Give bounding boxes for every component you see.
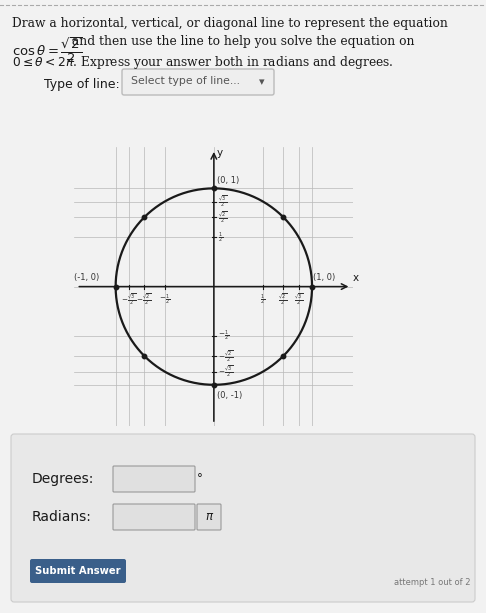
Text: $\frac{\sqrt{2}}{2}$: $\frac{\sqrt{2}}{2}$ bbox=[218, 210, 227, 224]
FancyBboxPatch shape bbox=[197, 504, 221, 530]
Text: Submit Answer: Submit Answer bbox=[35, 566, 121, 576]
FancyBboxPatch shape bbox=[113, 504, 195, 530]
Text: $\frac{\sqrt{2}}{2}$: $\frac{\sqrt{2}}{2}$ bbox=[278, 292, 288, 308]
Text: $-\frac{\sqrt{2}}{2}$: $-\frac{\sqrt{2}}{2}$ bbox=[218, 349, 234, 364]
Text: $-\frac{\sqrt{3}}{2}$: $-\frac{\sqrt{3}}{2}$ bbox=[218, 364, 234, 379]
Text: π: π bbox=[206, 511, 212, 524]
Text: (0, 1): (0, 1) bbox=[217, 177, 239, 185]
Text: ▾: ▾ bbox=[259, 77, 265, 87]
Text: Draw a horizontal, vertical, or diagonal line to represent the equation: Draw a horizontal, vertical, or diagonal… bbox=[12, 17, 448, 30]
Text: (0, -1): (0, -1) bbox=[217, 390, 242, 400]
Text: Degrees:: Degrees: bbox=[32, 472, 94, 486]
Text: (1, 0): (1, 0) bbox=[313, 273, 335, 281]
Text: attempt 1 out of 2: attempt 1 out of 2 bbox=[394, 578, 470, 587]
Text: $0 \leq \theta < 2\pi$. Express your answer both in radians and degrees.: $0 \leq \theta < 2\pi$. Express your ans… bbox=[12, 54, 394, 71]
Text: Select type of line...: Select type of line... bbox=[131, 76, 240, 86]
Text: (-1, 0): (-1, 0) bbox=[74, 273, 100, 281]
Text: Radians:: Radians: bbox=[32, 510, 92, 524]
Text: $\frac{1}{2}$: $\frac{1}{2}$ bbox=[218, 230, 223, 245]
FancyBboxPatch shape bbox=[11, 434, 475, 602]
Text: $\cos\theta = \dfrac{\sqrt{2}}{2}$: $\cos\theta = \dfrac{\sqrt{2}}{2}$ bbox=[12, 35, 83, 65]
FancyBboxPatch shape bbox=[30, 559, 126, 583]
Text: and then use the line to help you solve the equation on: and then use the line to help you solve … bbox=[68, 35, 415, 48]
Text: x: x bbox=[353, 273, 359, 283]
Text: $\frac{\sqrt{3}}{2}$: $\frac{\sqrt{3}}{2}$ bbox=[294, 292, 304, 308]
Text: $\frac{1}{2}$: $\frac{1}{2}$ bbox=[260, 292, 265, 306]
FancyBboxPatch shape bbox=[113, 466, 195, 492]
Text: $-\frac{\sqrt{3}}{2}$: $-\frac{\sqrt{3}}{2}$ bbox=[121, 292, 137, 308]
Text: $\frac{\sqrt{3}}{2}$: $\frac{\sqrt{3}}{2}$ bbox=[218, 194, 227, 209]
Text: $-\frac{1}{2}$: $-\frac{1}{2}$ bbox=[159, 292, 171, 306]
Text: $-\frac{\sqrt{2}}{2}$: $-\frac{\sqrt{2}}{2}$ bbox=[137, 292, 152, 308]
Text: y: y bbox=[217, 148, 223, 158]
Text: °: ° bbox=[197, 473, 203, 485]
Text: Type of line:: Type of line: bbox=[44, 78, 120, 91]
Text: $-\frac{1}{2}$: $-\frac{1}{2}$ bbox=[218, 329, 229, 343]
FancyBboxPatch shape bbox=[122, 69, 274, 95]
